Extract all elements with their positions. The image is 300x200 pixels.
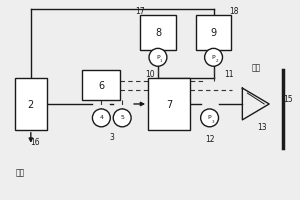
Text: 2: 2 <box>215 59 218 63</box>
Text: 13: 13 <box>257 123 267 132</box>
Bar <box>15 78 47 130</box>
Text: 7: 7 <box>166 100 172 110</box>
Circle shape <box>201 109 218 127</box>
Text: 12: 12 <box>205 135 214 144</box>
Text: 污泥: 污泥 <box>16 168 25 177</box>
Text: 2: 2 <box>28 100 34 110</box>
Text: 10: 10 <box>145 70 155 79</box>
Text: P: P <box>156 55 160 60</box>
Bar <box>82 70 120 100</box>
Text: 5: 5 <box>120 115 124 120</box>
Text: 浓組: 浓組 <box>252 64 261 73</box>
Text: 16: 16 <box>30 138 40 147</box>
Text: 17: 17 <box>135 7 145 16</box>
Text: P: P <box>208 115 211 120</box>
Circle shape <box>149 48 167 66</box>
Text: 9: 9 <box>211 28 217 38</box>
Text: 4: 4 <box>99 115 103 120</box>
Text: 1: 1 <box>160 59 162 63</box>
Text: P: P <box>212 55 215 60</box>
Text: 18: 18 <box>230 7 239 16</box>
Text: 8: 8 <box>155 28 161 38</box>
Text: 6: 6 <box>98 81 104 91</box>
Circle shape <box>205 48 223 66</box>
Text: 15: 15 <box>283 96 293 104</box>
Text: 3: 3 <box>110 133 115 142</box>
Text: 11: 11 <box>225 70 234 79</box>
Circle shape <box>113 109 131 127</box>
Bar <box>148 78 190 130</box>
Circle shape <box>92 109 110 127</box>
Bar <box>140 15 176 50</box>
Bar <box>196 15 231 50</box>
Text: 3: 3 <box>212 120 214 124</box>
